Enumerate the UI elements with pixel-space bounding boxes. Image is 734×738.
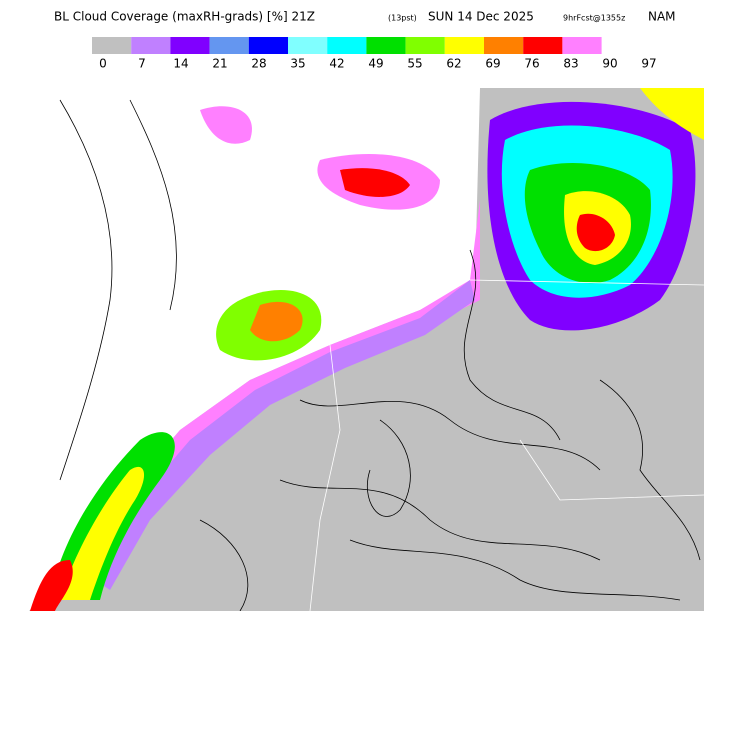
cloud-coast-red bbox=[30, 560, 73, 611]
forecast: 9hrFcst@1355z bbox=[563, 14, 625, 23]
legend-label: 28 bbox=[251, 57, 266, 71]
contour bbox=[366, 419, 411, 517]
color-legend: 0 7 14 21 28 35 42 49 55 62 69 76 83 90 97 bbox=[92, 37, 657, 71]
legend-label: 0 bbox=[99, 57, 107, 71]
legend-swatch bbox=[366, 37, 406, 54]
cloud-east-red bbox=[576, 213, 615, 252]
legend-label: 55 bbox=[407, 57, 422, 71]
legend-label: 49 bbox=[368, 57, 383, 71]
legend-swatch bbox=[209, 37, 249, 54]
contour bbox=[349, 539, 681, 601]
contour bbox=[199, 519, 249, 611]
contours bbox=[59, 99, 701, 611]
legend-label: 35 bbox=[290, 57, 305, 71]
legend-label: 69 bbox=[485, 57, 500, 71]
legend-label: 14 bbox=[173, 57, 188, 71]
contour bbox=[279, 479, 601, 561]
legend-label: 76 bbox=[524, 57, 539, 71]
cloud-nw bbox=[200, 106, 252, 144]
legend-swatch bbox=[562, 37, 602, 54]
model: NAM bbox=[648, 10, 676, 24]
legend-swatch bbox=[288, 37, 328, 54]
contour bbox=[599, 379, 701, 561]
legend-label: 21 bbox=[212, 57, 227, 71]
legend-label: 97 bbox=[641, 57, 656, 71]
state-border bbox=[309, 344, 341, 611]
map bbox=[29, 88, 704, 611]
state-border bbox=[469, 279, 704, 286]
legend-swatch bbox=[405, 37, 445, 54]
legend-swatch bbox=[484, 37, 524, 54]
cloud-coast-yellow bbox=[60, 466, 145, 600]
cloud-band-edge bbox=[95, 280, 475, 590]
legend-swatch bbox=[170, 37, 210, 54]
state-border bbox=[519, 439, 704, 501]
contour bbox=[299, 399, 601, 471]
legend-swatch bbox=[523, 37, 563, 54]
legend-label: 7 bbox=[138, 57, 146, 71]
borders bbox=[309, 279, 704, 611]
cloud-inland-core bbox=[250, 301, 303, 342]
contour bbox=[59, 99, 113, 481]
contour bbox=[463, 249, 561, 441]
legend-swatch bbox=[444, 37, 484, 54]
title: BL Cloud Coverage (maxRH-grads) [%] 21Z bbox=[54, 10, 315, 24]
legend-label: 83 bbox=[563, 57, 578, 71]
legend-swatch bbox=[327, 37, 367, 54]
legend-swatch bbox=[248, 37, 288, 54]
legend-label: 42 bbox=[329, 57, 344, 71]
time-note: (13pst) bbox=[388, 14, 417, 23]
legend-swatch bbox=[131, 37, 171, 54]
date: SUN 14 Dec 2025 bbox=[428, 10, 534, 24]
legend-label: 62 bbox=[446, 57, 461, 71]
legend-label: 90 bbox=[602, 57, 617, 71]
contour bbox=[129, 99, 177, 311]
legend-swatch bbox=[92, 37, 132, 54]
cloud-ne bbox=[640, 88, 704, 140]
cloud-north-core bbox=[340, 168, 410, 197]
